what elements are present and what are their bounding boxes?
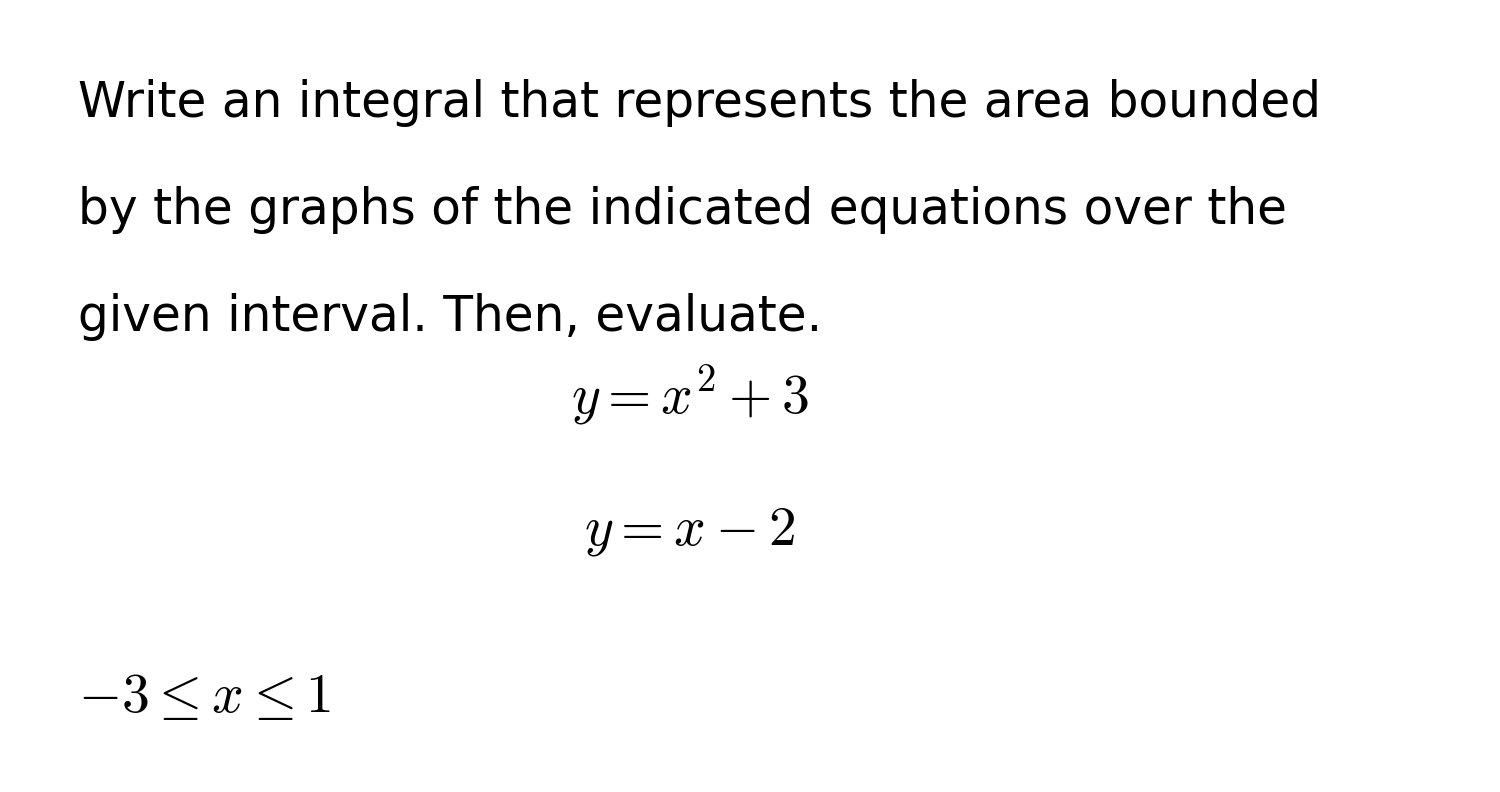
Text: Write an integral that represents the area bounded: Write an integral that represents the ar… xyxy=(78,79,1322,128)
Text: $y = x - 2$: $y = x - 2$ xyxy=(585,504,795,558)
Text: given interval. Then, evaluate.: given interval. Then, evaluate. xyxy=(78,293,822,341)
Text: $-3 \leq x \leq 1$: $-3 \leq x \leq 1$ xyxy=(78,670,332,724)
Text: $y = x^2 + 3$: $y = x^2 + 3$ xyxy=(572,364,808,428)
Text: by the graphs of the indicated equations over the: by the graphs of the indicated equations… xyxy=(78,186,1287,234)
